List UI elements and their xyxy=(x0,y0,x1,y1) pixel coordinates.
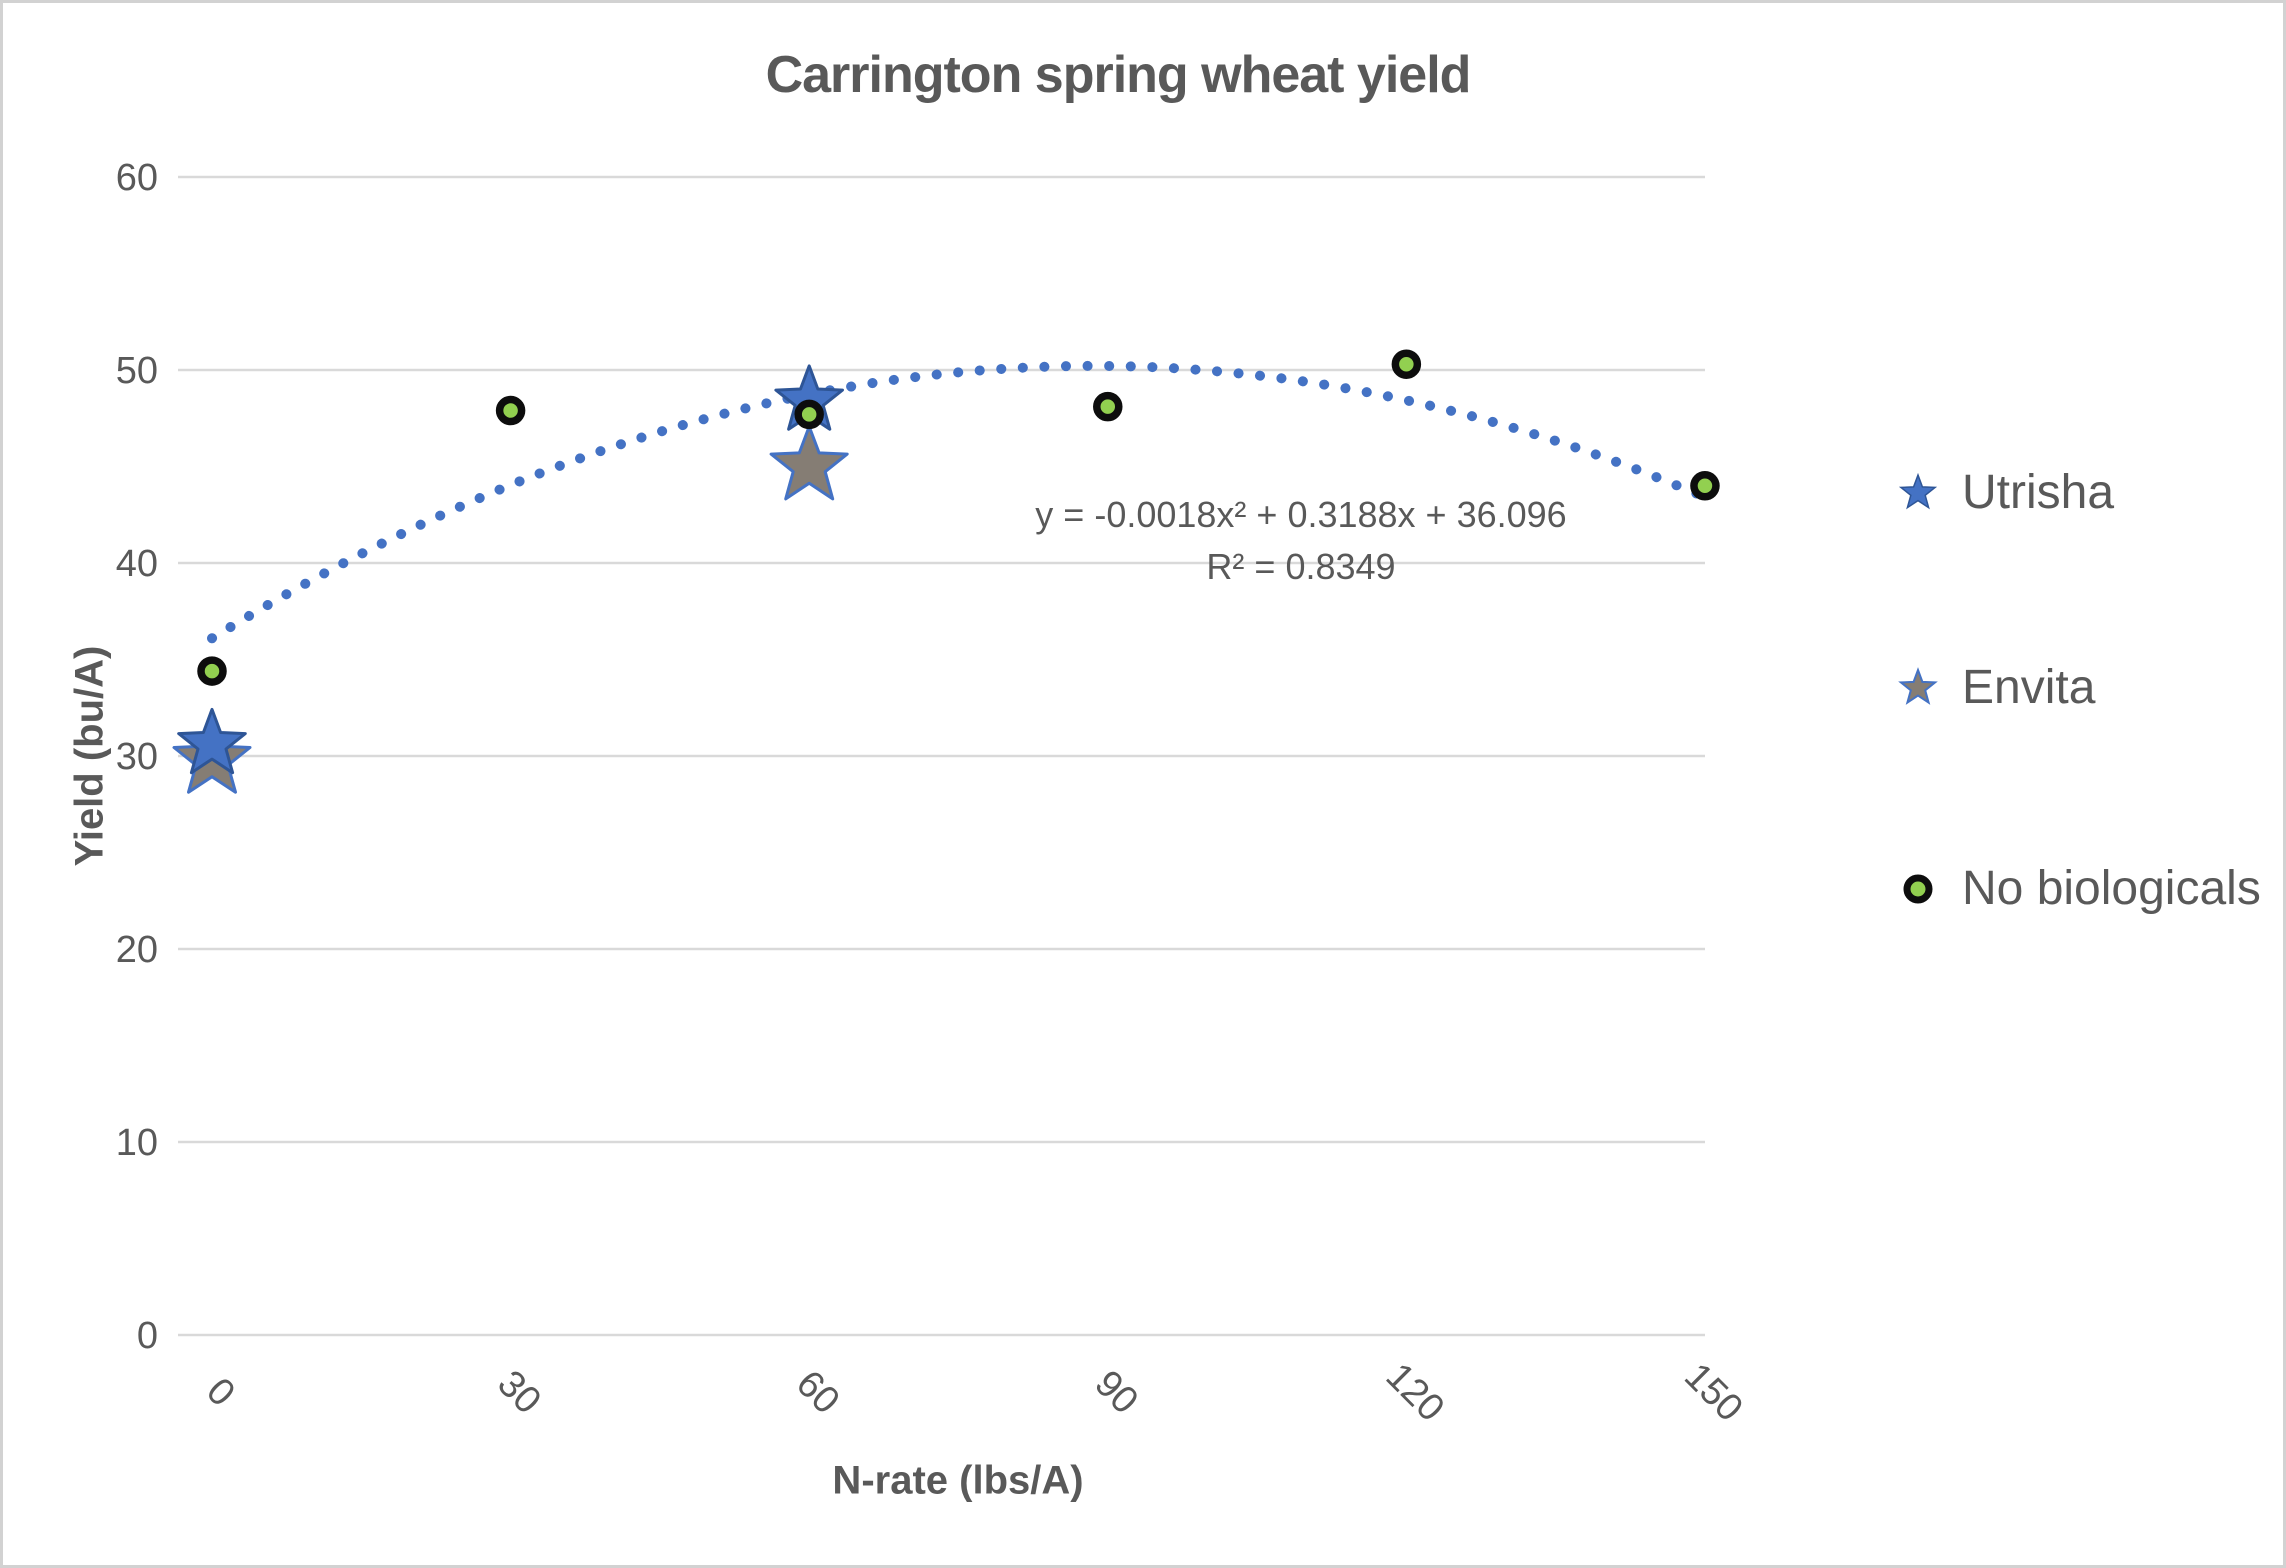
point-envita-x60 xyxy=(769,425,849,501)
point-no-biologicals-x150 xyxy=(1690,471,1720,501)
y-axis-title: Yield (bu/A) xyxy=(67,645,112,867)
point-no-biologicals-x0 xyxy=(197,656,227,686)
trendline-equation: y = -0.0018x² + 0.3188x + 36.096 xyxy=(1035,494,1567,535)
x-tick-label-60: 60 xyxy=(788,1363,848,1423)
y-tick-label-40: 40 xyxy=(116,543,158,585)
point-no-biologicals-x60 xyxy=(794,399,824,430)
y-tick-label-20: 20 xyxy=(116,929,158,971)
x-tick-label-30: 30 xyxy=(489,1363,549,1423)
y-tick-label-10: 10 xyxy=(116,1122,158,1164)
trendline-equation-label: y = -0.0018x² + 0.3188x + 36.096 R² = 0.… xyxy=(1035,489,1566,593)
x-axis-title: N-rate (lbs/A) xyxy=(832,1458,1084,1503)
point-no-biologicals-x120 xyxy=(1391,349,1422,379)
trendline-dotted-curve xyxy=(207,360,1710,644)
y-tick-label-60: 60 xyxy=(116,157,158,199)
envita-star-icon xyxy=(1898,667,1938,705)
x-tick-label-90: 90 xyxy=(1086,1363,1146,1423)
x-tick-label-0: 0 xyxy=(198,1370,243,1415)
point-no-biologicals-x90 xyxy=(1093,391,1123,422)
trendline-r2: R² = 0.8349 xyxy=(1206,546,1396,587)
legend-item-no-biologicals: No biologicals xyxy=(1896,851,2262,927)
legend-label-envita: Envita xyxy=(1962,661,2096,714)
x-tick-label-120: 120 xyxy=(1378,1355,1453,1430)
legend-label-no-biologicals: No biologicals xyxy=(1962,862,2261,915)
point-utrisha-x0 xyxy=(177,707,247,775)
utrisha-star-icon xyxy=(1898,472,1938,510)
x-tick-label-150: 150 xyxy=(1676,1355,1751,1430)
chart-title: Carrington spring wheat yield xyxy=(765,46,1472,104)
y-tick-label-30: 30 xyxy=(116,736,158,778)
y-tick-label-0: 0 xyxy=(137,1315,158,1357)
point-no-biologicals-x30 xyxy=(495,395,526,426)
legend-label-utrisha: Utrisha xyxy=(1962,466,2115,519)
legend-item-envita: Envita xyxy=(1896,658,2095,718)
legend-item-utrisha: Utrisha xyxy=(1896,463,2114,523)
no-biologicals-circle-icon xyxy=(1903,874,1933,904)
scatter-plot-canvas: 0 10 20 30 40 50 60 0 30 60 90 120 150 xyxy=(116,157,1751,1430)
y-tick-label-50: 50 xyxy=(116,350,158,392)
